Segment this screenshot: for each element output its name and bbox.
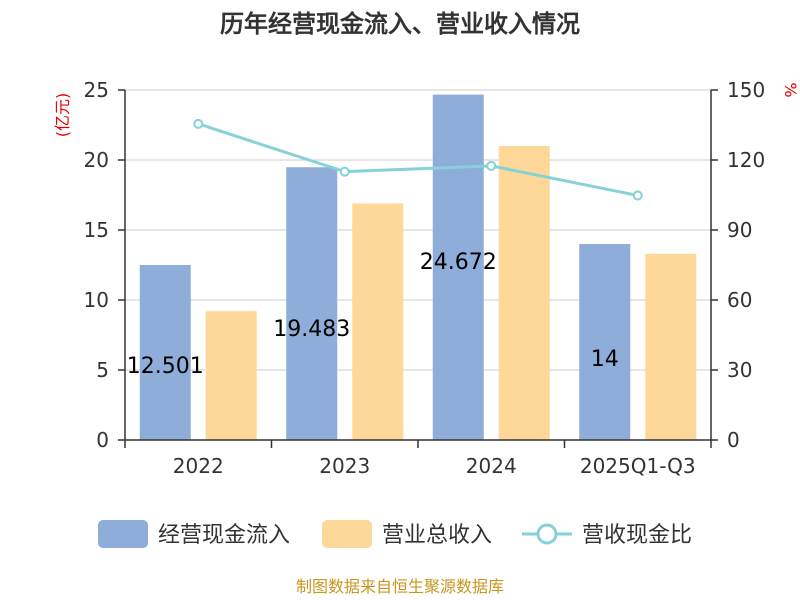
line-point-revenue-cash-ratio — [193, 118, 204, 129]
legend-item-cash-inflow-label: 经营现金流入 — [158, 523, 290, 548]
line-point-revenue-cash-ratio — [339, 166, 350, 177]
x-axis-tick-label: 2024 — [466, 454, 517, 478]
legend-item-revenue-cash-ratio-swatch-marker — [536, 523, 558, 545]
x-axis-tick-label: 2023 — [319, 454, 370, 478]
left-axis-tick-label: 0 — [96, 428, 109, 452]
left-axis-tick-label: 25 — [84, 78, 109, 102]
right-axis-unit: % — [781, 82, 800, 97]
bar-cash-inflow — [139, 264, 191, 440]
left-axis-tick-label: 10 — [84, 288, 109, 312]
bar-cash-inflow — [432, 94, 484, 440]
x-axis-tick-label: 2022 — [173, 454, 224, 478]
chart-title: 历年经营现金流入、营业收入情况 — [220, 10, 580, 38]
bar-cash-inflow — [579, 244, 631, 440]
data-label-cash-inflow: 24.672 — [420, 250, 497, 275]
source-text: 制图数据来自恒生聚源数据库 — [296, 577, 504, 596]
right-axis-tick-label: 150 — [727, 78, 765, 102]
right-axis-tick-label: 0 — [727, 428, 740, 452]
left-axis-tick-label: 20 — [84, 148, 109, 172]
right-axis-tick-label: 30 — [727, 358, 752, 382]
data-label-cash-inflow: 14 — [591, 347, 619, 372]
right-axis-tick-label: 120 — [727, 148, 765, 172]
right-axis-tick-label: 90 — [727, 218, 752, 242]
legend: 经营现金流入 营业总收入 营收现金比 — [98, 520, 692, 548]
data-label-cash-inflow: 12.501 — [127, 354, 204, 379]
bar-total-revenue — [205, 311, 257, 440]
legend-item-total-revenue-swatch — [322, 520, 372, 548]
data-label-cash-inflow: 19.483 — [273, 317, 350, 342]
left-axis-tick-label: 5 — [96, 358, 109, 382]
bar-cash-inflow — [286, 167, 338, 440]
line-revenue-cash-ratio — [197, 122, 639, 197]
axis-layer: 0 0 5 30 10 60 15 90 20 120 25 150 2022 2023 2024 2025Q… — [84, 78, 766, 478]
left-axis-unit: (亿元) — [53, 93, 72, 138]
legend-item-total-revenue-label: 营业总收入 — [382, 523, 492, 548]
left-axis-tick-label: 15 — [84, 218, 109, 242]
bar-total-revenue — [352, 203, 404, 440]
line-point-revenue-cash-ratio — [486, 160, 497, 171]
bar-layer — [139, 94, 697, 440]
legend-item-revenue-cash-ratio-label: 营收现金比 — [582, 523, 692, 548]
bar-total-revenue — [498, 146, 550, 440]
line-layer — [193, 118, 643, 201]
bar-total-revenue — [645, 253, 697, 440]
right-axis-tick-label: 60 — [727, 288, 752, 312]
x-axis-tick-label: 2025Q1-Q3 — [580, 454, 696, 478]
label-layer: 12.501 19.483 24.672 14 — [127, 250, 619, 379]
line-point-revenue-cash-ratio — [632, 190, 643, 201]
legend-item-cash-inflow-swatch — [98, 520, 148, 548]
